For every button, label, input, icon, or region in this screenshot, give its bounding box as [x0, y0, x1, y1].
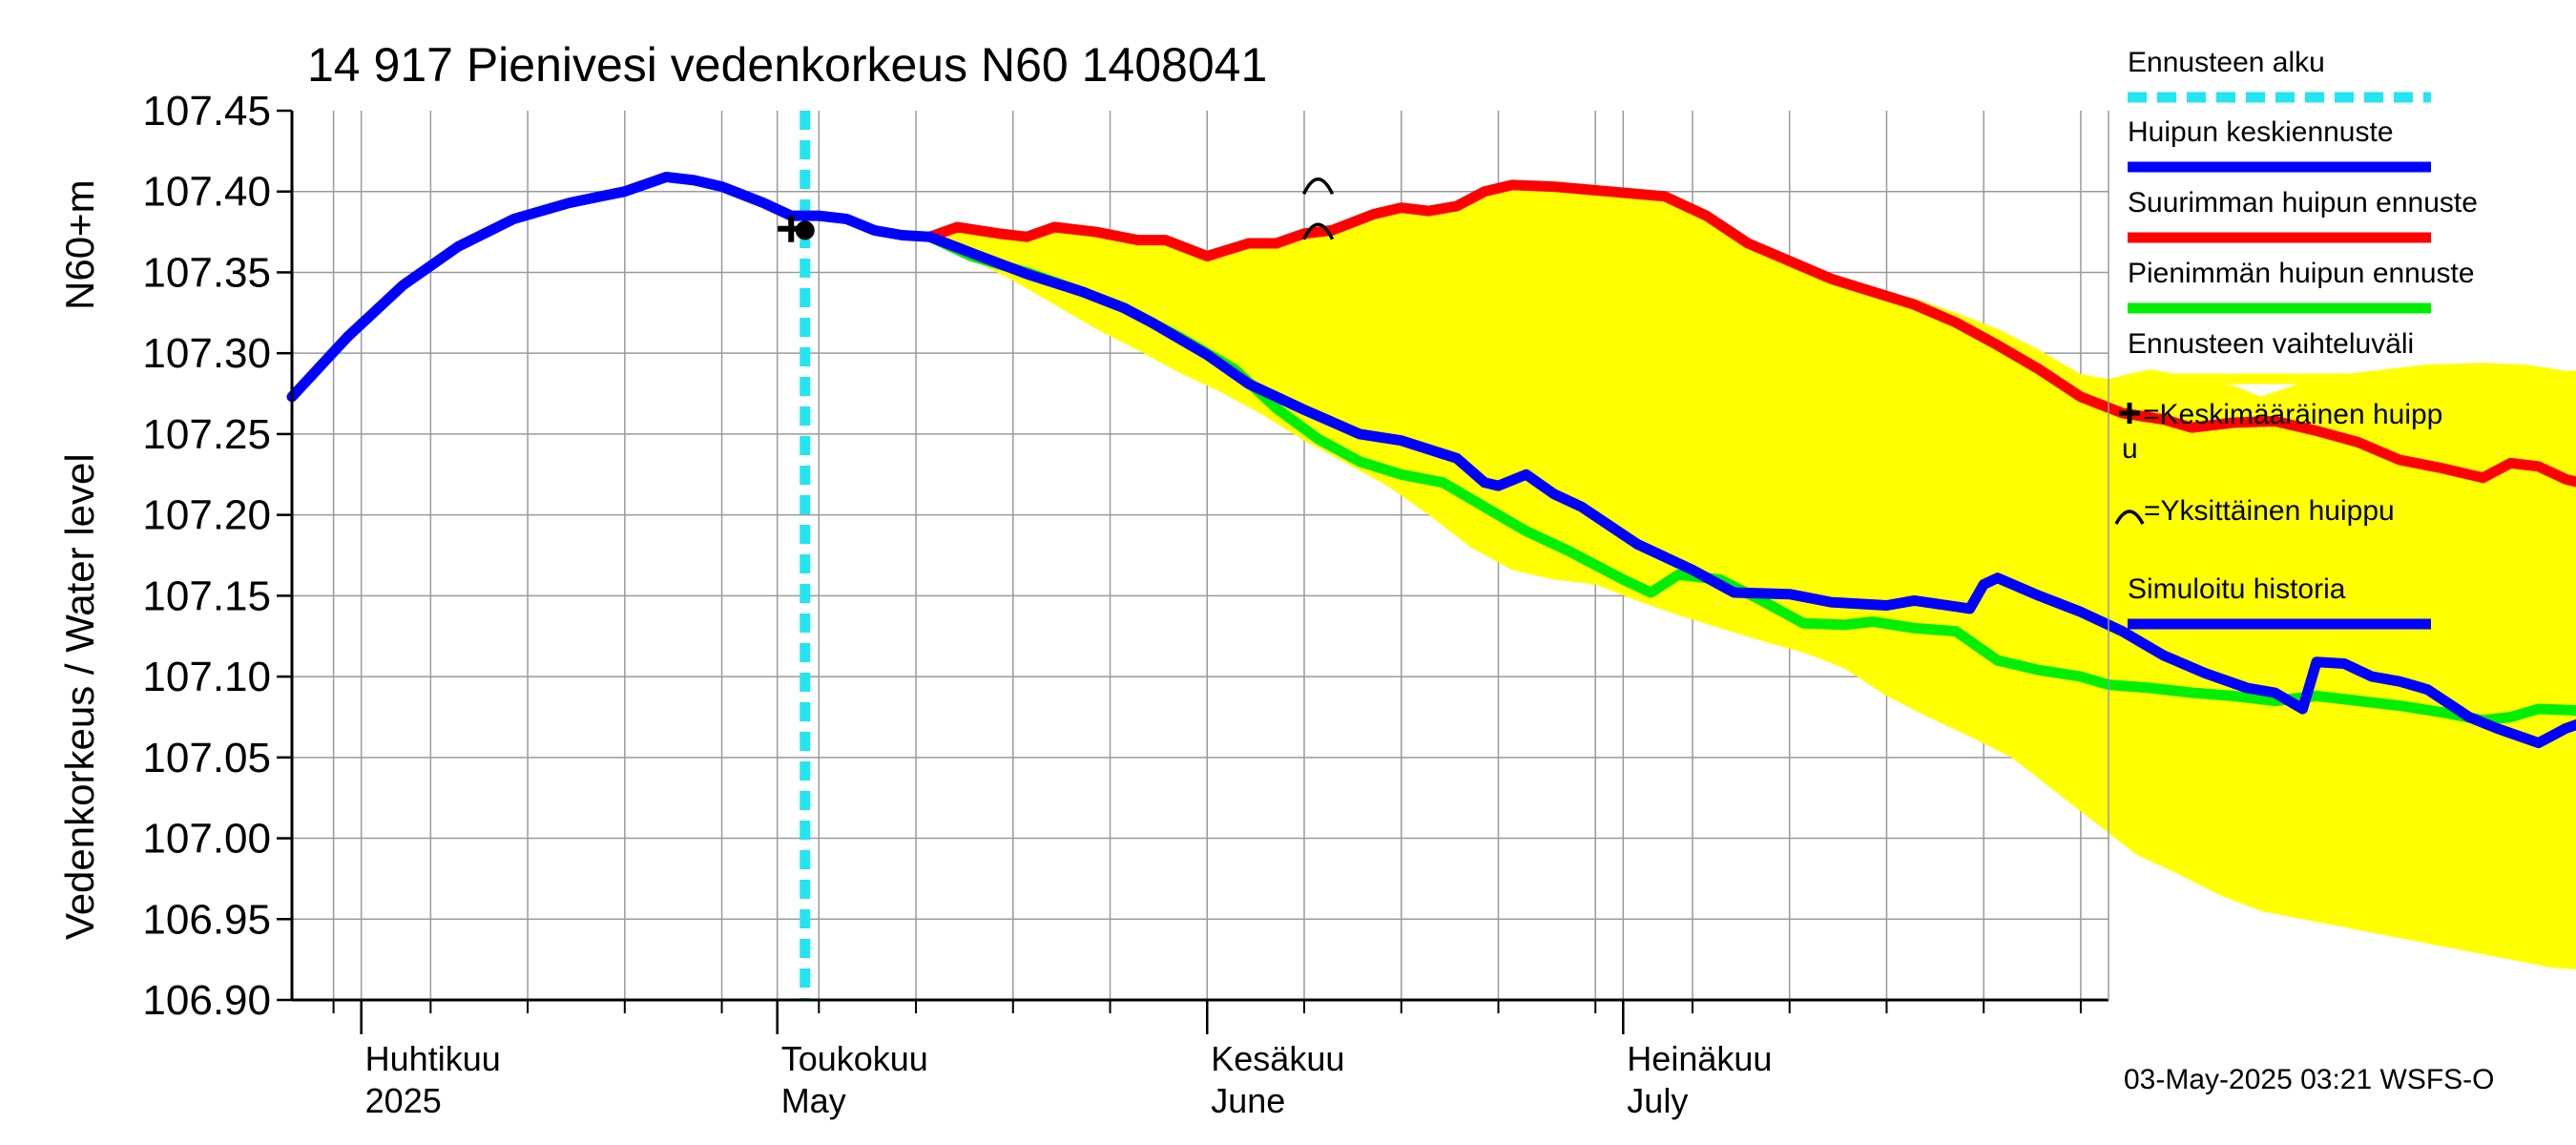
y-tick-label: 106.95: [142, 896, 271, 943]
series-line-huipun-keskiennuste: [924, 231, 2576, 749]
legend-label: Suurimman huipun ennuste: [2128, 187, 2478, 219]
y-axis-label: Vedenkorkeus / Water level: [57, 453, 102, 940]
legend: Ennusteen alku Huipun keskiennuste Suurimm…: [2114, 47, 2478, 630]
y-tick-label: 107.05: [142, 735, 271, 781]
single-peak-arc-marker: [1301, 222, 1335, 240]
chart-title: 14 917 Pienivesi vedenkorkeus N60 140804…: [307, 38, 1267, 92]
x-month-label-en: 2025: [365, 1081, 442, 1120]
y-tick-label: 107.35: [142, 249, 271, 296]
legend-label: Ennusteen alku: [2128, 47, 2325, 78]
series-lines: [286, 172, 2576, 749]
series-line-pienimm-n-huipun-ennuste: [924, 231, 2576, 726]
x-month-label-fi: Huhtikuu: [365, 1039, 501, 1078]
mean-peak-dot-marker: [795, 220, 815, 240]
series-line-simuloitu-historia: [286, 172, 936, 403]
y-tick-label: 107.25: [142, 411, 271, 458]
peak-markers: [778, 177, 1335, 242]
y-axis-unit-label: N60+m: [57, 179, 102, 310]
x-month-label-en: July: [1627, 1081, 1688, 1120]
y-tick-label: 107.15: [142, 572, 271, 619]
x-month-label-fi: Kesäkuu: [1211, 1039, 1344, 1078]
grid: [292, 111, 2109, 1000]
legend-label: Simuloitu historia: [2128, 573, 2346, 605]
y-tick-label: 107.45: [142, 88, 271, 135]
single-peak-arc-marker: [1301, 177, 1335, 196]
series-line-suurimman-huipun-ennuste: [924, 179, 2576, 488]
legend-plus-icon: [2119, 403, 2140, 424]
legend-label: =Keskimääräinen huipp: [2143, 399, 2442, 430]
axes: 107.45 107.40 107.35 107.30 107.25 107.20 107.…: [142, 88, 2109, 1120]
legend-label: Pienimmän huipun ennuste: [2128, 258, 2475, 289]
y-tick-label: 107.00: [142, 816, 271, 863]
x-month-label-en: June: [1211, 1081, 1285, 1120]
y-tick-label: 107.40: [142, 169, 271, 216]
legend-label-wrap: u: [2122, 433, 2138, 465]
y-tick-label: 107.30: [142, 330, 271, 377]
y-tick-label: 107.10: [142, 654, 271, 700]
x-month-label-fi: Heinäkuu: [1627, 1039, 1772, 1078]
x-month-label-fi: Toukokuu: [781, 1039, 928, 1078]
y-tick-label: 106.90: [142, 977, 271, 1024]
legend-label: =Yksittäinen huippu: [2144, 495, 2395, 527]
legend-arc-icon: [2114, 510, 2145, 525]
footer-timestamp: 03-May-2025 03:21 WSFS-O: [2124, 1064, 2495, 1095]
x-month-label-en: May: [781, 1081, 846, 1120]
legend-label: Ennusteen vaihteluväli: [2128, 328, 2414, 360]
legend-label: Huipun keskiennuste: [2128, 116, 2394, 148]
y-tick-label: 107.20: [142, 492, 271, 539]
